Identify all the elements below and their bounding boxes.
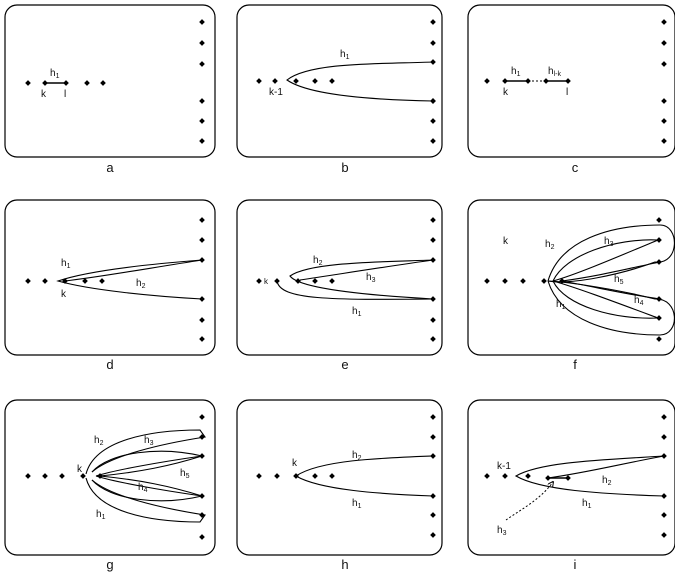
label-h2: h2 xyxy=(94,435,104,447)
caption-h: h xyxy=(341,557,348,572)
label-k: k xyxy=(503,236,509,247)
caption-c: c xyxy=(572,160,579,175)
label-h1: h1 xyxy=(352,498,362,510)
label-k: k-1 xyxy=(269,87,283,98)
panel-b: h1 k-1 b xyxy=(236,4,443,175)
caption-i: i xyxy=(574,557,577,572)
vertex-l xyxy=(63,80,69,86)
panel-c-dots xyxy=(484,19,667,144)
curve-h1 xyxy=(276,280,434,300)
vertex-k xyxy=(541,278,547,284)
vertex-k xyxy=(42,80,48,86)
caption-g: g xyxy=(106,557,113,572)
vertex-k xyxy=(293,473,299,479)
panel-f: k h2 h3 h5 h4 h1 f xyxy=(467,199,675,372)
vertex-inside xyxy=(293,78,299,84)
label-h1: h1 xyxy=(340,49,350,61)
label-hlk: hl-k xyxy=(548,66,561,78)
curve-h1 xyxy=(56,259,203,300)
vertex-k xyxy=(274,278,280,284)
label-h1: h1 xyxy=(511,66,521,78)
panel-b-frame xyxy=(236,4,443,158)
panel-c-frame xyxy=(467,4,675,158)
curve-h3 xyxy=(299,259,434,281)
caption-b: b xyxy=(341,160,348,175)
panel-i-dots xyxy=(484,414,667,538)
label-h1: h1 xyxy=(352,306,362,318)
label-h2: h2 xyxy=(602,475,612,487)
label-h2: h2 xyxy=(136,278,146,290)
caption-e: e xyxy=(341,357,348,372)
panel-f-frame xyxy=(467,199,675,356)
curve-h5 xyxy=(99,455,203,497)
vertex-l xyxy=(565,78,571,84)
panel-h: k h2 h1 h xyxy=(236,399,443,572)
curve-h2-h3 xyxy=(289,259,434,300)
curve-h2 xyxy=(85,429,206,475)
label-h2: h2 xyxy=(545,239,555,251)
curve-h5 xyxy=(561,261,661,300)
arrow-h3 xyxy=(505,482,553,521)
curve-h1 xyxy=(514,455,665,497)
panel-g-frame xyxy=(4,399,216,556)
label-k: k xyxy=(41,89,47,100)
panel-i: k-1 h2 h1 h3 i xyxy=(467,399,675,572)
panel-e-frame xyxy=(236,199,443,356)
label-h1: h1 xyxy=(61,258,71,270)
panel-a-dots xyxy=(25,19,205,144)
label-h1: h1 xyxy=(556,299,566,311)
label-h1: h1 xyxy=(582,498,592,510)
panel-d-frame xyxy=(4,199,216,356)
vertex-k xyxy=(80,473,86,479)
label-h3: h3 xyxy=(497,525,507,537)
vertex-k xyxy=(502,78,508,84)
panel-f-dots xyxy=(484,217,662,342)
label-h3: h3 xyxy=(604,236,614,248)
label-h2: h2 xyxy=(313,255,323,267)
caption-f: f xyxy=(573,357,577,372)
curve-h1 xyxy=(286,61,434,102)
panel-g: h2 h3 h5 h4 h1 k g xyxy=(4,399,216,572)
label-k: k-1 xyxy=(497,461,511,472)
panel-b-dots xyxy=(256,19,436,144)
panel-d: h1 h2 k d xyxy=(4,199,216,372)
label-h1: h1 xyxy=(50,68,60,80)
panel-d-dots xyxy=(25,217,205,342)
label-l: l xyxy=(64,89,66,100)
curve-h1 xyxy=(85,477,206,523)
panel-e-dots xyxy=(256,217,436,342)
panel-h-frame xyxy=(236,399,443,556)
label-k: k xyxy=(264,277,269,286)
curve-h2-outer xyxy=(547,224,675,283)
panel-h-dots xyxy=(256,414,436,538)
panel-a-frame xyxy=(4,4,216,158)
label-h1: h1 xyxy=(96,509,106,521)
panel-a: h1 k l a xyxy=(4,4,216,175)
caption-d: d xyxy=(106,357,113,372)
panel-e: h2 h3 h1 k e xyxy=(236,199,443,372)
label-h3: h3 xyxy=(144,435,154,447)
label-k: k xyxy=(61,289,67,300)
label-h3: h3 xyxy=(366,272,376,284)
caption-a: a xyxy=(106,160,114,175)
label-h5: h5 xyxy=(614,274,624,286)
label-l: l xyxy=(566,87,568,98)
panel-c: h1 hl-k k l c xyxy=(467,4,675,175)
label-h2: h2 xyxy=(352,450,362,462)
label-h4: h4 xyxy=(634,295,644,307)
label-h4: h4 xyxy=(138,482,148,494)
label-k: k xyxy=(503,87,509,98)
curve-h1-outer xyxy=(547,280,675,336)
label-h5: h5 xyxy=(180,468,190,480)
label-k: k xyxy=(77,464,83,475)
label-k: k xyxy=(292,458,298,469)
curve-h2 xyxy=(64,259,203,282)
panel-i-frame xyxy=(467,399,675,556)
